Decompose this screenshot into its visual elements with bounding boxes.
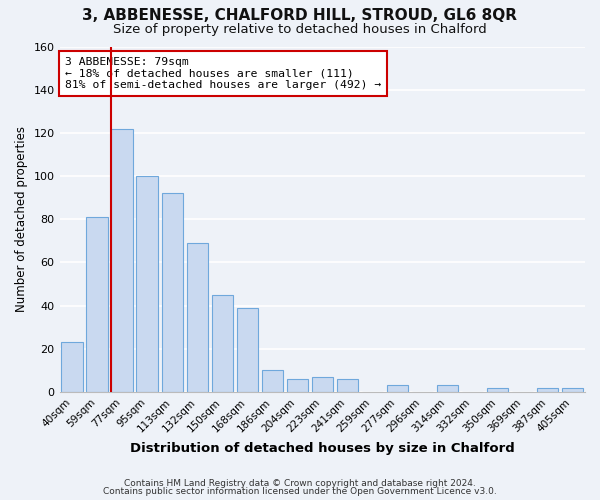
Bar	[112, 128, 133, 392]
Text: 3, ABBENESSE, CHALFORD HILL, STROUD, GL6 8QR: 3, ABBENESSE, CHALFORD HILL, STROUD, GL6…	[83, 8, 517, 22]
Bar	[311, 377, 333, 392]
Bar	[537, 388, 558, 392]
Bar	[187, 243, 208, 392]
Bar	[487, 388, 508, 392]
Text: Contains HM Land Registry data © Crown copyright and database right 2024.: Contains HM Land Registry data © Crown c…	[124, 478, 476, 488]
Bar	[337, 379, 358, 392]
X-axis label: Distribution of detached houses by size in Chalford: Distribution of detached houses by size …	[130, 442, 515, 455]
Text: Contains public sector information licensed under the Open Government Licence v3: Contains public sector information licen…	[103, 487, 497, 496]
Bar	[161, 194, 183, 392]
Bar	[212, 295, 233, 392]
Bar	[287, 379, 308, 392]
Bar	[61, 342, 83, 392]
Y-axis label: Number of detached properties: Number of detached properties	[15, 126, 28, 312]
Bar	[86, 217, 108, 392]
Bar	[387, 386, 408, 392]
Bar	[236, 308, 258, 392]
Text: 3 ABBENESSE: 79sqm
← 18% of detached houses are smaller (111)
81% of semi-detach: 3 ABBENESSE: 79sqm ← 18% of detached hou…	[65, 57, 381, 90]
Bar	[437, 386, 458, 392]
Bar	[562, 388, 583, 392]
Bar	[262, 370, 283, 392]
Bar	[136, 176, 158, 392]
Text: Size of property relative to detached houses in Chalford: Size of property relative to detached ho…	[113, 22, 487, 36]
